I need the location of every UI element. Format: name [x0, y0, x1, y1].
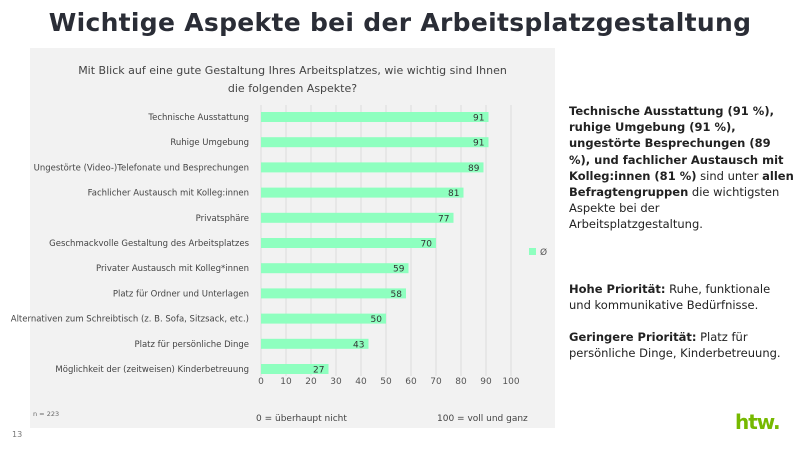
- x-tick-label: 10: [280, 377, 292, 387]
- data-label: 43: [353, 340, 364, 350]
- bar: [261, 137, 489, 148]
- legend-swatch: [529, 248, 536, 255]
- data-label: 59: [393, 265, 405, 275]
- category-label: Geschmackvolle Gestaltung des Arbeitspla…: [49, 239, 249, 249]
- x-tick-label: 100: [502, 377, 519, 387]
- data-label: 50: [371, 315, 383, 325]
- x-tick-label: 50: [380, 377, 392, 387]
- category-label: Ungestörte (Video-)Telefonate und Bespre…: [34, 163, 249, 173]
- high-priority-label: Hohe Priorität:: [569, 281, 666, 296]
- category-label: Möglichkeit der (zeitweisen) Kinderbetre…: [55, 365, 249, 375]
- summary-text: Technische Ausstattung (91 %), ruhige Um…: [569, 103, 794, 377]
- bar: [261, 288, 406, 299]
- data-label: 58: [391, 290, 403, 300]
- x-tick-label: 60: [405, 377, 417, 387]
- category-label: Ruhige Umgebung: [170, 138, 249, 148]
- category-label: Platz für Ordner und Unterlagen: [113, 289, 249, 299]
- low-priority-text: Platz für persönliche Dinge, Kinderbetre…: [569, 330, 781, 361]
- category-label: Privatsphäre: [196, 214, 249, 224]
- bar: [261, 162, 484, 173]
- x-tick-label: 80: [455, 377, 467, 387]
- x-tick-label: 0: [258, 377, 264, 387]
- high-priority: Hohe Priorität: Ruhe, funktionale und ko…: [569, 281, 794, 313]
- data-label: 91: [473, 114, 484, 124]
- sample-size-note: n = 223: [33, 410, 60, 418]
- bar: [261, 338, 369, 349]
- legend-label: Ø: [540, 247, 547, 258]
- x-tick-label: 70: [430, 377, 442, 387]
- data-label: 81: [448, 189, 459, 199]
- category-label: Technische Ausstattung: [147, 113, 249, 123]
- low-priority: Geringere Priorität: Platz für persönlic…: [569, 329, 794, 361]
- data-label: 77: [438, 214, 449, 224]
- high-priority-text: Ruhe, funktionale und kommunikative Bedü…: [569, 281, 771, 312]
- summary-bold: Technische Ausstattung (91 %), ruhige Um…: [569, 104, 784, 183]
- page-number: 13: [12, 430, 23, 439]
- category-label: Fachlicher Austausch mit Kolleg:innen: [88, 189, 249, 199]
- chart-title: Mit Blick auf eine gute Gestaltung Ihres…: [78, 64, 507, 95]
- data-label: 91: [473, 139, 484, 149]
- x-tick-label: 30: [330, 377, 342, 387]
- summary-text-a: sind unter: [696, 168, 763, 183]
- x-tick-label: 20: [305, 377, 317, 387]
- scale-high-label: 100 = voll und ganz: [437, 414, 528, 424]
- bar: [261, 112, 489, 122]
- bar: [261, 313, 386, 324]
- bar: [261, 238, 436, 248]
- data-label: 27: [313, 366, 324, 376]
- bar: [261, 263, 409, 274]
- category-label: Alternativen zum Schreibtisch (z. B. Sof…: [11, 315, 249, 325]
- data-label: 70: [421, 240, 433, 250]
- bar: [261, 364, 329, 374]
- bar: [261, 187, 464, 198]
- bar: [261, 212, 454, 223]
- slide-title: Wichtige Aspekte bei der Arbeitsplatzges…: [48, 8, 752, 37]
- x-tick-label: 90: [480, 377, 492, 387]
- scale-low-label: 0 = überhaupt nicht: [256, 414, 347, 424]
- data-label: 89: [468, 164, 480, 174]
- x-tick-label: 40: [355, 377, 367, 387]
- category-label: Privater Austausch mit Kolleg*innen: [96, 264, 249, 274]
- summary-paragraph: Technische Ausstattung (91 %), ruhige Um…: [569, 103, 794, 233]
- htw-logo: htw.: [735, 410, 781, 434]
- low-priority-label: Geringere Priorität:: [569, 330, 697, 345]
- summary-text-b: die wichtigsten Aspekte bei der Arbeitsp…: [569, 185, 780, 232]
- summary-bold-2: allen Befragtengruppen: [569, 168, 794, 200]
- category-label: Platz für persönliche Dinge: [134, 340, 249, 350]
